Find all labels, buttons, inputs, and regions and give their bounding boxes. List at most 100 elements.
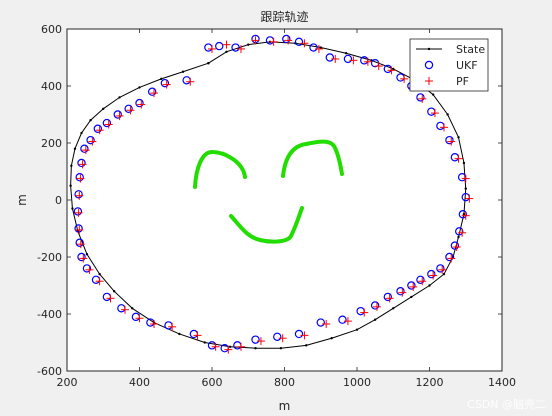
series-pf-point bbox=[79, 254, 88, 263]
face-mouth-stroke bbox=[229, 206, 304, 244]
series-ukf-point bbox=[445, 135, 454, 145]
series-pf-point bbox=[400, 74, 409, 83]
series-pf-point bbox=[343, 317, 352, 326]
series-ukf-point bbox=[450, 241, 460, 250]
series-pf-point bbox=[430, 109, 439, 118]
y-tick-label: 400 bbox=[41, 80, 62, 93]
series-pf-point bbox=[106, 294, 115, 303]
x-tick-label: 600 bbox=[202, 376, 223, 389]
series-ukf-point bbox=[427, 269, 436, 279]
series-ukf-point bbox=[74, 224, 83, 233]
series-pf-point bbox=[88, 137, 97, 146]
x-tick-label: 1000 bbox=[343, 376, 371, 389]
series-layer bbox=[69, 34, 474, 354]
series-state-point bbox=[431, 93, 435, 96]
legend-marker-ukf bbox=[424, 60, 434, 70]
series-ukf-point bbox=[251, 335, 260, 344]
series-state-point bbox=[446, 113, 449, 116]
series-pf-point bbox=[135, 314, 144, 323]
series-pf-point bbox=[237, 342, 245, 351]
series-state-point bbox=[462, 213, 466, 216]
series-ukf-point bbox=[77, 158, 86, 168]
series-ukf-point bbox=[416, 275, 425, 284]
legend-marker-pf bbox=[425, 77, 433, 85]
series-pf-point bbox=[447, 254, 456, 263]
x-tick-label: 800 bbox=[274, 376, 295, 389]
series-ukf-point bbox=[455, 227, 464, 236]
series-ukf-point bbox=[80, 144, 89, 153]
series-state-point bbox=[118, 96, 121, 99]
series-pf-point bbox=[458, 228, 467, 237]
series-pf-point bbox=[95, 126, 104, 135]
series-pf-point bbox=[398, 288, 407, 297]
series-state-point bbox=[428, 284, 431, 287]
series-state-point bbox=[319, 46, 322, 49]
series-pf-point bbox=[150, 89, 158, 98]
series-state-point bbox=[305, 344, 308, 347]
series-state-point bbox=[410, 295, 413, 299]
series-pf-point bbox=[256, 337, 265, 346]
series-pf-point bbox=[75, 225, 84, 234]
legend-label-ukf: UKF bbox=[456, 59, 478, 72]
series-ukf-point bbox=[445, 252, 454, 262]
legend-box bbox=[409, 38, 489, 92]
series-state-point bbox=[373, 318, 377, 321]
series-ukf-point bbox=[102, 118, 112, 128]
series-pf-point bbox=[81, 146, 90, 155]
hand-drawn-face bbox=[193, 139, 344, 244]
series-pf-point bbox=[387, 66, 396, 75]
series-ukf-point bbox=[160, 78, 170, 88]
series-state-point bbox=[228, 345, 232, 348]
series-pf-point bbox=[222, 40, 231, 49]
series-state-point bbox=[254, 347, 257, 350]
series-pf-point bbox=[349, 56, 358, 65]
series-state-point bbox=[442, 272, 446, 276]
series-pf-point bbox=[85, 265, 94, 274]
series-pf-point bbox=[186, 77, 195, 86]
series-ukf-point bbox=[416, 93, 425, 102]
watermark: CSDN @脑壳二 bbox=[467, 398, 546, 411]
series-pf-point bbox=[150, 319, 158, 328]
series-ukf-point bbox=[73, 207, 83, 216]
series-state-point bbox=[85, 252, 89, 256]
series-state-point bbox=[207, 62, 210, 65]
series-state-point bbox=[247, 43, 250, 46]
series-state-point bbox=[392, 67, 395, 71]
series-state-point bbox=[457, 136, 460, 139]
series-state-point bbox=[131, 307, 134, 310]
series-pf-point bbox=[418, 94, 427, 103]
series-pf-point bbox=[385, 294, 394, 303]
series-state-point bbox=[279, 347, 283, 350]
series-pf-point bbox=[168, 322, 177, 331]
y-tick-label: -200 bbox=[37, 251, 62, 264]
series-state-point bbox=[344, 52, 348, 55]
series-pf-point bbox=[331, 54, 340, 63]
series-pf-point bbox=[278, 334, 287, 343]
series-pf-point bbox=[372, 302, 381, 311]
series-pf-point bbox=[300, 331, 309, 340]
series-pf-point bbox=[251, 36, 260, 45]
series-ukf-point bbox=[383, 292, 393, 302]
series-state-point bbox=[98, 272, 101, 276]
series-pf-point bbox=[162, 80, 171, 89]
series-state-point bbox=[462, 161, 466, 165]
x-tick-label: 1400 bbox=[488, 376, 516, 389]
series-pf-point bbox=[208, 44, 216, 53]
series-pf-point bbox=[438, 265, 447, 274]
x-tick-label: 400 bbox=[129, 376, 150, 389]
series-ukf-point bbox=[135, 98, 144, 108]
y-tick-label: 0 bbox=[55, 194, 62, 207]
series-ukf-point bbox=[75, 172, 84, 182]
series-state-point bbox=[160, 77, 163, 81]
series-ukf-point bbox=[215, 41, 224, 51]
series-state-point bbox=[181, 70, 185, 73]
series-pf-point bbox=[76, 240, 85, 249]
series-pf-point bbox=[461, 211, 470, 220]
face-left-eye-stroke bbox=[193, 150, 247, 189]
series-state-point bbox=[112, 290, 116, 293]
series-ukf-point bbox=[86, 135, 95, 145]
series-pf-point bbox=[224, 345, 233, 354]
y-tick-label: 600 bbox=[41, 23, 62, 36]
series-pf-point bbox=[75, 191, 84, 200]
